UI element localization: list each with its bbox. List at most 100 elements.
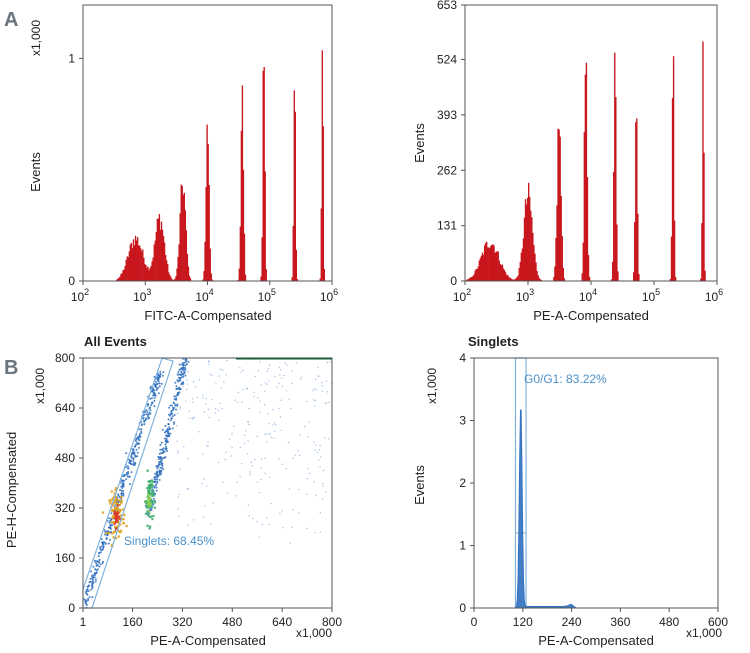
- event-dot: [225, 451, 227, 453]
- all-events-x-multiplier: x1,000: [296, 626, 332, 640]
- event-dot: [151, 489, 154, 492]
- event-dot: [164, 443, 167, 446]
- histogram-bin: [518, 267, 520, 281]
- event-dot: [132, 460, 135, 463]
- fitc-y-axis-label: Events: [28, 152, 43, 192]
- event-dot: [326, 361, 329, 364]
- event-dot: [218, 375, 220, 377]
- histogram-bin: [516, 277, 518, 281]
- event-dot: [252, 517, 254, 520]
- event-dot: [226, 492, 229, 495]
- event-dot: [173, 395, 176, 398]
- histogram-bin: [700, 278, 702, 281]
- event-dot: [152, 503, 155, 506]
- event-dot: [253, 395, 255, 398]
- event-dot: [146, 413, 149, 416]
- event-dot: [98, 558, 101, 561]
- histogram-bin: [535, 262, 537, 281]
- event-dot: [150, 385, 152, 388]
- event-dot: [158, 382, 161, 385]
- event-dot: [148, 510, 151, 514]
- x-tick-label: 102: [453, 287, 471, 304]
- event-dot: [113, 522, 116, 526]
- event-dot: [308, 472, 311, 475]
- histogram-bin: [158, 214, 161, 281]
- event-dot: [164, 425, 167, 427]
- singlets-title: Singlets: [468, 334, 519, 349]
- histogram-bin: [531, 217, 533, 281]
- event-dot: [148, 527, 151, 530]
- event-dot: [134, 463, 136, 466]
- event-dot: [120, 479, 123, 482]
- event-dot: [169, 419, 172, 422]
- event-dot: [128, 475, 131, 478]
- event-dot: [105, 532, 108, 535]
- x-tick-label: 0: [471, 615, 478, 629]
- event-dot: [247, 504, 250, 506]
- histogram-bin: [121, 273, 123, 281]
- histogram-bin: [151, 261, 153, 281]
- histogram-bin: [489, 247, 491, 281]
- event-dot: [112, 515, 115, 518]
- event-dot: [231, 446, 233, 449]
- histogram-bin: [148, 270, 150, 281]
- histogram-bin: [584, 74, 587, 281]
- histogram-bin: [127, 257, 129, 281]
- event-dot: [260, 384, 262, 386]
- histogram-bin: [206, 124, 208, 281]
- event-dot: [224, 458, 226, 461]
- event-dot: [179, 468, 181, 470]
- histogram-bin: [562, 267, 564, 281]
- histogram-bin: [637, 213, 639, 281]
- event-dot: [135, 448, 138, 451]
- event-dot: [239, 446, 241, 448]
- event-dot: [145, 501, 148, 505]
- event-dot: [109, 527, 112, 530]
- event-dot: [317, 459, 320, 461]
- histogram-bin: [150, 265, 152, 281]
- all-events-y-axis-label: PE-H-Compensated: [4, 432, 19, 548]
- fitc-x-axis-label: FITC-A-Compensated: [144, 308, 271, 323]
- histogram-bin: [320, 208, 322, 281]
- histogram-bin: [533, 245, 535, 281]
- event-dot: [89, 577, 92, 580]
- event-dot: [154, 472, 157, 475]
- event-dot: [246, 453, 249, 455]
- event-dot: [107, 526, 110, 529]
- event-dot: [298, 454, 301, 456]
- histogram-bin: [238, 268, 240, 281]
- histogram-bin: [185, 230, 188, 281]
- event-dot: [205, 398, 208, 400]
- event-dot: [187, 457, 189, 460]
- event-dot: [182, 375, 185, 378]
- event-dot: [281, 463, 283, 465]
- y-tick-label: 393: [437, 108, 457, 122]
- event-dot: [108, 538, 111, 541]
- event-dot: [264, 382, 266, 384]
- event-dot: [222, 481, 224, 483]
- event-dot: [172, 408, 175, 411]
- event-dot: [219, 368, 222, 370]
- event-dot: [142, 417, 145, 420]
- histogram-bin: [701, 223, 703, 281]
- histogram-bin: [116, 279, 118, 281]
- event-dot: [153, 385, 156, 388]
- histogram-bin: [472, 275, 474, 281]
- histogram-bin: [182, 194, 184, 281]
- event-dot: [269, 433, 271, 435]
- event-dot: [178, 363, 181, 366]
- event-dot: [122, 481, 124, 484]
- event-dot: [165, 434, 168, 437]
- histogram-bin: [617, 271, 619, 281]
- histogram-bin: [319, 278, 321, 281]
- x-tick-label: 360: [610, 615, 630, 629]
- event-dot: [260, 478, 262, 481]
- event-dot: [245, 430, 247, 432]
- event-dot: [249, 473, 251, 475]
- event-dot: [178, 376, 181, 379]
- histogram-bin: [512, 279, 514, 281]
- event-dot: [243, 442, 246, 444]
- histogram-bin: [159, 229, 162, 281]
- histogram-bin: [500, 265, 503, 281]
- event-dot: [116, 511, 120, 515]
